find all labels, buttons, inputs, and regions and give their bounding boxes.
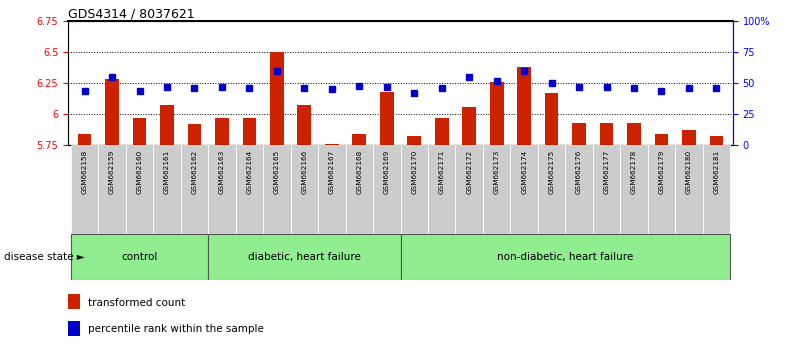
Text: GSM662166: GSM662166: [301, 149, 308, 194]
Bar: [489, 82, 504, 145]
Bar: [243, 118, 256, 145]
Text: transformed count: transformed count: [88, 298, 185, 308]
Bar: [600, 123, 614, 145]
Bar: [572, 123, 586, 145]
Text: GSM662163: GSM662163: [219, 149, 225, 194]
Text: GSM662158: GSM662158: [82, 149, 87, 194]
Text: GSM662169: GSM662169: [384, 149, 390, 194]
Text: control: control: [121, 252, 158, 262]
Bar: [428, 145, 456, 234]
Bar: [373, 145, 400, 234]
Bar: [648, 145, 675, 234]
Bar: [462, 107, 476, 145]
Text: GSM662173: GSM662173: [493, 149, 500, 194]
Bar: [537, 145, 566, 234]
Bar: [264, 145, 291, 234]
Text: GSM662174: GSM662174: [521, 149, 527, 194]
Text: GSM662170: GSM662170: [411, 149, 417, 194]
Bar: [566, 145, 593, 234]
Bar: [291, 145, 318, 234]
Bar: [235, 145, 264, 234]
Bar: [400, 234, 731, 280]
Bar: [545, 93, 558, 145]
Bar: [593, 145, 620, 234]
Text: GSM662181: GSM662181: [714, 149, 719, 194]
Bar: [133, 118, 147, 145]
Bar: [215, 118, 229, 145]
Text: GSM662175: GSM662175: [549, 149, 554, 194]
Text: percentile rank within the sample: percentile rank within the sample: [88, 324, 264, 334]
Bar: [675, 145, 702, 234]
Bar: [325, 144, 339, 145]
Bar: [456, 145, 483, 234]
Bar: [435, 118, 449, 145]
Bar: [710, 136, 723, 145]
Text: GSM662177: GSM662177: [603, 149, 610, 194]
Text: GSM662167: GSM662167: [329, 149, 335, 194]
Bar: [483, 145, 510, 234]
Text: GSM662161: GSM662161: [164, 149, 170, 194]
Bar: [627, 123, 641, 145]
Text: GSM662162: GSM662162: [191, 149, 198, 194]
Text: non-diabetic, heart failure: non-diabetic, heart failure: [497, 252, 634, 262]
Bar: [126, 145, 153, 234]
Bar: [208, 145, 235, 234]
Bar: [160, 105, 174, 145]
Text: GSM662180: GSM662180: [686, 149, 692, 194]
Bar: [345, 145, 373, 234]
Text: GSM662176: GSM662176: [576, 149, 582, 194]
Bar: [187, 124, 201, 145]
Bar: [352, 134, 366, 145]
Text: GSM662172: GSM662172: [466, 149, 472, 194]
Text: GSM662159: GSM662159: [109, 149, 115, 194]
Bar: [380, 92, 393, 145]
Bar: [517, 67, 531, 145]
Text: GDS4314 / 8037621: GDS4314 / 8037621: [68, 7, 195, 20]
Text: GSM662168: GSM662168: [356, 149, 362, 194]
Bar: [682, 130, 696, 145]
Text: GSM662165: GSM662165: [274, 149, 280, 194]
Bar: [99, 145, 126, 234]
Bar: [208, 234, 400, 280]
Bar: [68, 294, 80, 309]
Bar: [153, 145, 181, 234]
Bar: [654, 134, 668, 145]
Bar: [270, 52, 284, 145]
Bar: [181, 145, 208, 234]
Bar: [68, 321, 80, 336]
Bar: [408, 136, 421, 145]
Bar: [70, 234, 208, 280]
Bar: [702, 145, 731, 234]
Bar: [620, 145, 648, 234]
Bar: [318, 145, 345, 234]
Text: GSM662160: GSM662160: [136, 149, 143, 194]
Text: disease state ►: disease state ►: [4, 252, 85, 262]
Bar: [105, 79, 119, 145]
Bar: [70, 145, 99, 234]
Bar: [297, 105, 312, 145]
Text: diabetic, heart failure: diabetic, heart failure: [248, 252, 360, 262]
Text: GSM662171: GSM662171: [439, 149, 445, 194]
Text: GSM662179: GSM662179: [658, 149, 665, 194]
Bar: [400, 145, 428, 234]
Text: GSM662178: GSM662178: [631, 149, 637, 194]
Text: GSM662164: GSM662164: [247, 149, 252, 194]
Bar: [78, 134, 91, 145]
Bar: [510, 145, 537, 234]
